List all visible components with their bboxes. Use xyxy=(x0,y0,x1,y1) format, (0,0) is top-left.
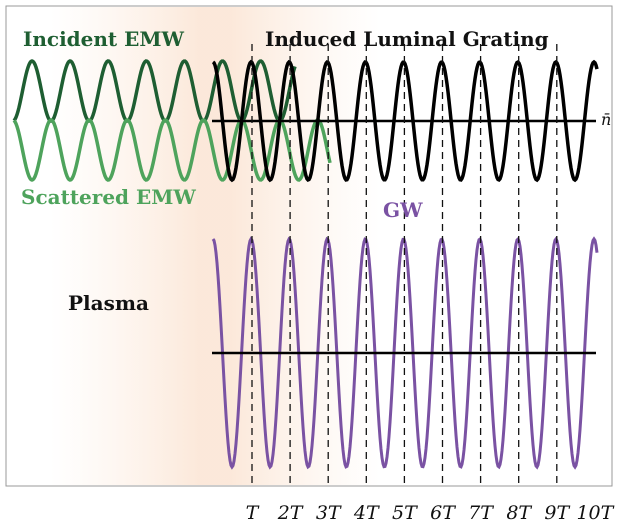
period-tick-labels: T 2T 3T 4T 5T 6T 7T 8T 9T 10T xyxy=(246,502,615,524)
label-scattered-emw: Scattered EMW xyxy=(21,185,196,209)
tick-label: 4T xyxy=(353,502,380,524)
tick-label: T xyxy=(246,502,260,524)
tick-label: 8T xyxy=(506,502,532,524)
tick-label: 9T xyxy=(544,502,570,524)
luminal-grating-wave xyxy=(211,59,599,183)
tick-label: 7T xyxy=(468,502,494,524)
label-induced-luminal-grating: Induced Luminal Grating xyxy=(265,27,549,51)
tick-label: 3T xyxy=(316,502,342,524)
period-lines xyxy=(251,44,558,484)
label-n-bar: n̄ xyxy=(601,110,611,129)
tick-label: 10T xyxy=(576,502,614,524)
label-incident-emw: Incident EMW xyxy=(23,27,185,51)
tick-label: 2T xyxy=(277,502,304,524)
label-gw: GW xyxy=(383,198,423,222)
tick-label: 5T xyxy=(392,502,418,524)
incident-emw-wave xyxy=(12,59,297,123)
scattered-emw-wave xyxy=(12,118,332,182)
label-plasma: Plasma xyxy=(68,291,149,315)
tick-label: 6T xyxy=(430,502,456,524)
